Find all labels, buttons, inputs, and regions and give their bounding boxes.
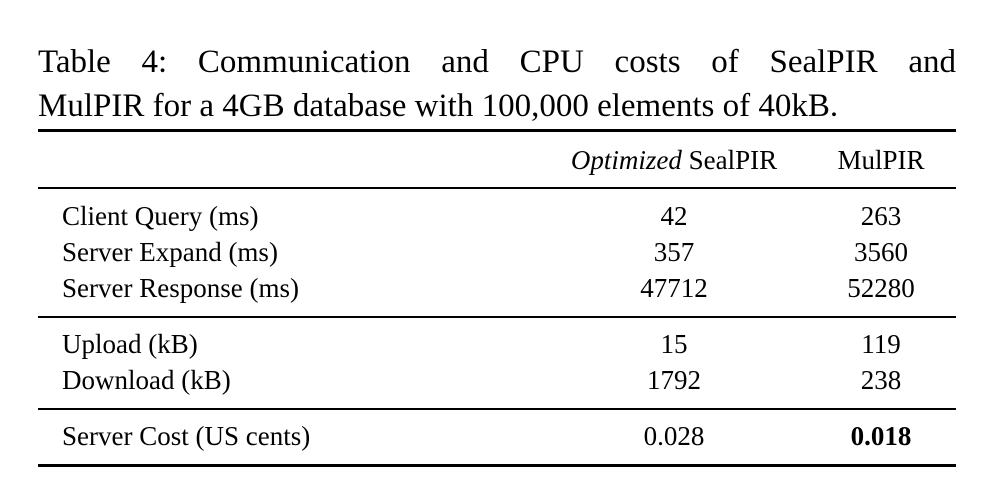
header-optimized-sealpir: Optimized SealPIR — [560, 144, 788, 176]
cell-mulpir-server-response: 52280 — [847, 273, 915, 303]
header-mulpir: MulPIR — [837, 145, 925, 175]
section-rule-2 — [38, 408, 956, 410]
cell-mulpir-server-cost: 0.018 — [850, 421, 912, 451]
cell-mulpir-server-expand: 3560 — [854, 237, 908, 267]
row-label-server-response: Server Response (ms) — [62, 273, 299, 303]
table-caption: Table 4: Communication and CPU costs of … — [38, 40, 956, 128]
header-optimized-italic: Optimized — [570, 145, 682, 175]
row-label-server-cost: Server Cost (US cents) — [62, 421, 311, 451]
section-rule-1 — [38, 316, 956, 318]
cell-sealpir-server-cost: 0.028 — [643, 421, 705, 451]
cell-sealpir-server-expand: 357 — [653, 237, 695, 267]
cell-sealpir-client-query: 42 — [660, 201, 688, 231]
header-rule — [38, 187, 956, 189]
row-label-upload: Upload (kB) — [62, 329, 198, 359]
cell-sealpir-server-response: 47712 — [640, 273, 708, 303]
cell-mulpir-download: 238 — [860, 365, 902, 395]
row-label-download: Download (kB) — [62, 365, 231, 395]
row-label-client-query: Client Query (ms) — [62, 201, 259, 231]
table-top-rule — [38, 129, 956, 132]
caption-line-2: MulPIR for a 4GB database with 100,000 e… — [38, 88, 839, 124]
row-label-server-expand: Server Expand (ms) — [62, 237, 278, 267]
table-bottom-rule — [38, 464, 956, 467]
cell-mulpir-client-query: 263 — [860, 201, 902, 231]
cell-sealpir-upload: 15 — [660, 329, 688, 359]
cell-sealpir-download: 1792 — [647, 365, 701, 395]
caption-line-1: Table 4: Communication and CPU costs of … — [38, 44, 956, 80]
cell-mulpir-upload: 119 — [861, 329, 901, 359]
header-sealpir-text: SealPIR — [681, 145, 778, 175]
